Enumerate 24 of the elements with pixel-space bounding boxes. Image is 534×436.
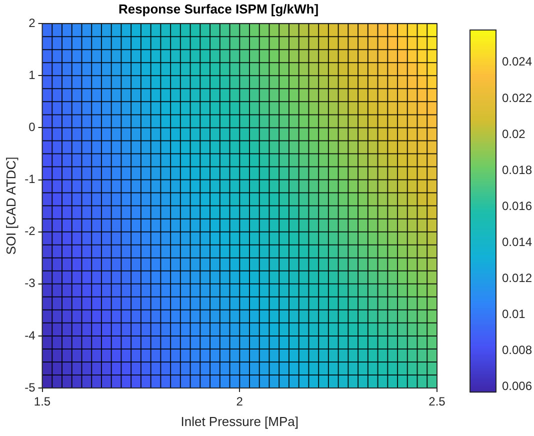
color-bar-label: 0.018 [502, 162, 532, 177]
y-tick-label: -2 [24, 224, 36, 238]
color-bar-label: 0.014 [502, 234, 532, 249]
color-bar-label: 0.008 [502, 342, 532, 357]
y-tick-label: 2 [28, 16, 36, 30]
y-tick-label: -4 [24, 328, 36, 342]
x-axis-title: Inlet Pressure [MPa] [180, 414, 299, 429]
x-tick-label: 1.5 [34, 394, 51, 409]
y-tick-label: 0 [28, 120, 36, 134]
color-bar-label: 0.006 [502, 378, 532, 393]
color-bar-label: 0.016 [502, 198, 532, 213]
color-bar-label: 0.012 [502, 270, 532, 285]
y-tick-label: -5 [24, 380, 36, 394]
y-tick-label: -3 [24, 276, 36, 290]
y-tick-label: -1 [24, 172, 36, 186]
chart-title: Response Surface ISPM [g/kWh] [118, 1, 319, 16]
y-tick-label: 1 [28, 68, 36, 82]
y-axis-title: SOI [CAD ATDC] [3, 156, 18, 255]
color-bar-label: 0.022 [502, 90, 532, 105]
x-tick-label: 2.5 [428, 394, 446, 409]
color-bar-label: 0.024 [502, 54, 532, 69]
x-tick-label: 2 [236, 394, 244, 409]
color-bar-label: 0.01 [502, 306, 526, 321]
color-bar-label: 0.02 [502, 126, 526, 141]
